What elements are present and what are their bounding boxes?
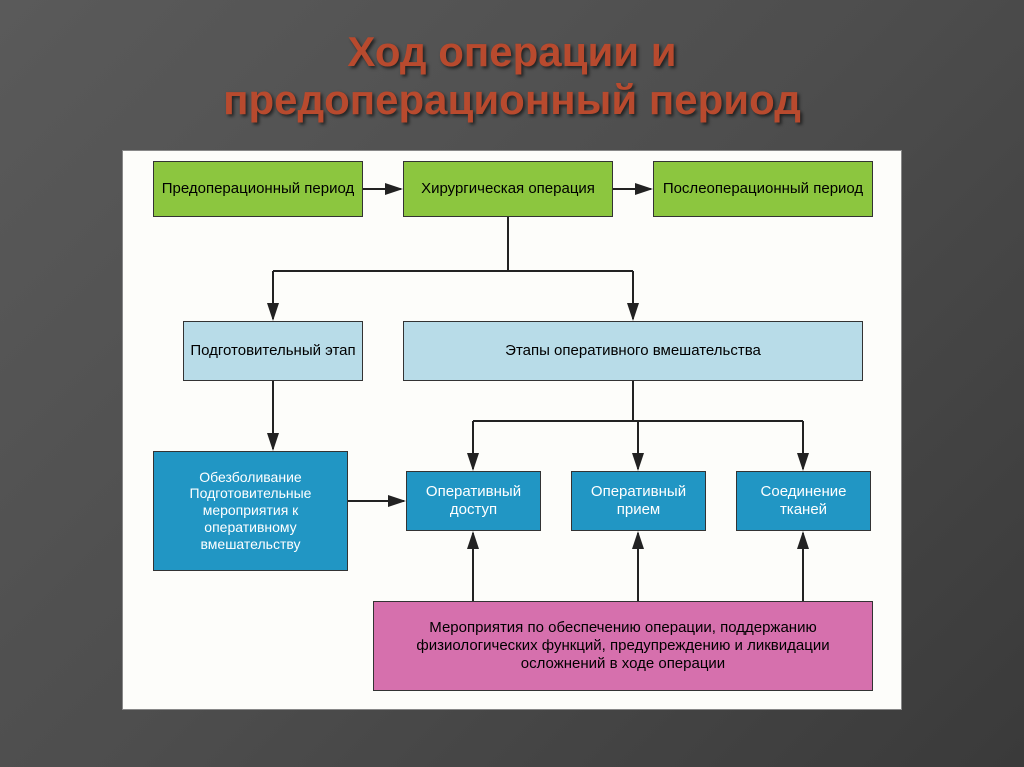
node-stages: Этапы оперативного вмешательства (403, 321, 863, 381)
node-tiss: Соединение тканей (736, 471, 871, 531)
title-line2: предоперационный период (223, 76, 801, 123)
node-anesth: Обезболивание Подготовительные мероприят… (153, 451, 348, 571)
node-prep: Подготовительный этап (183, 321, 363, 381)
node-meas: Мероприятия по обеспечению операции, под… (373, 601, 873, 691)
node-preop: Предоперационный период (153, 161, 363, 217)
flowchart-diagram: Предоперационный период Хирургическая оп… (122, 150, 902, 710)
title-line1: Ход операции и (347, 28, 676, 75)
node-postop: Послеоперационный период (653, 161, 873, 217)
slide-title: Ход операции и предоперационный период (0, 0, 1024, 125)
node-access: Оперативный доступ (406, 471, 541, 531)
node-priem: Оперативный прием (571, 471, 706, 531)
node-surg: Хирургическая операция (403, 161, 613, 217)
